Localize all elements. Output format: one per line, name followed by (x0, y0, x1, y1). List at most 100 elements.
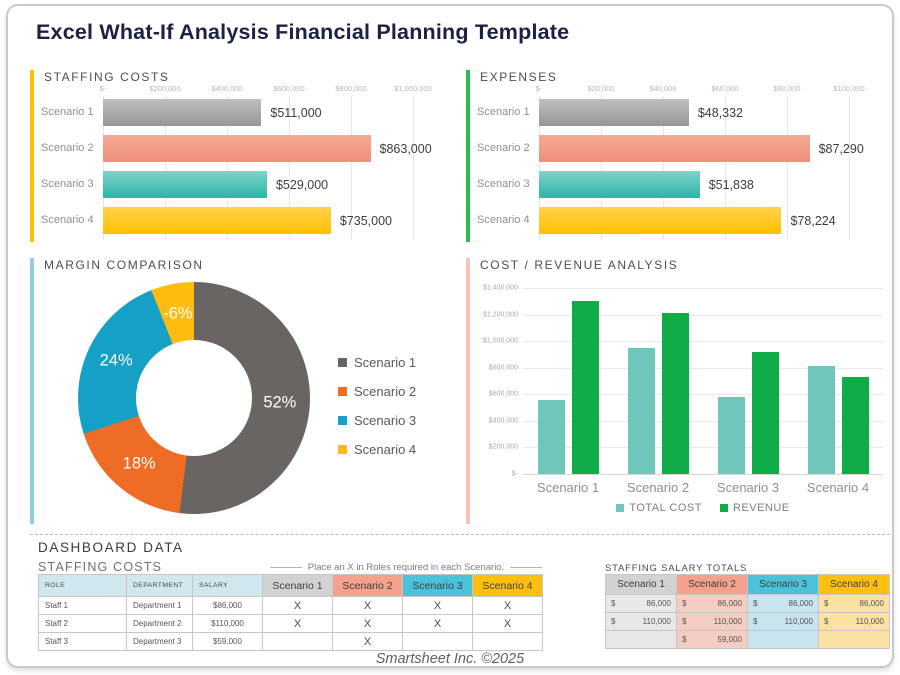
salary-total-cell[interactable]: $110,000 (818, 612, 890, 631)
amount-value: 86,000 (788, 599, 813, 608)
panel-title: EXPENSES (480, 70, 558, 84)
salary-total-cell[interactable] (747, 630, 819, 649)
x-gridline (663, 96, 664, 240)
donut-hole (136, 340, 252, 456)
legend-label: Scenario 2 (354, 384, 417, 399)
y-axis-tick-label: $- (511, 470, 518, 478)
x-category-label: Scenario 1 (536, 480, 600, 495)
scenario-mark-cell[interactable]: X (332, 614, 403, 633)
dashboard-data-heading: DASHBOARD DATA (38, 540, 184, 555)
table-cell[interactable]: $110,000 (192, 614, 263, 633)
column-bar (571, 301, 599, 474)
scenario-mark-cell[interactable]: X (332, 596, 403, 615)
data-bar (539, 207, 781, 234)
x-category-label: Scenario 4 (806, 480, 870, 495)
scenario-mark-cell[interactable]: X (402, 596, 473, 615)
salary-total-cell[interactable]: $86,000 (818, 594, 890, 613)
scenario-mark-cell[interactable] (472, 632, 543, 651)
table-cell[interactable]: Staff 2 (38, 614, 127, 633)
y-axis-tick-label: $200,000 (488, 443, 518, 451)
column-bar (537, 400, 565, 474)
salary-total-cell[interactable]: $110,000 (747, 612, 819, 631)
bar-value-label: $87,290 (818, 142, 864, 156)
scenario-mark-cell[interactable] (262, 632, 333, 651)
table-cell[interactable]: Department 2 (126, 614, 193, 633)
amount-value: 110,000 (642, 617, 671, 626)
legend-swatch-icon (719, 504, 728, 512)
dashboard-card: Excel What-If Analysis Financial Plannin… (6, 4, 894, 668)
y-gridline (523, 447, 883, 449)
donut-slice-label: 18% (122, 454, 156, 473)
x-gridline (539, 96, 540, 240)
salary-total-cell[interactable] (818, 630, 890, 649)
data-bar (103, 171, 267, 198)
legend-item: Scenario 3 (338, 406, 416, 435)
panel-accent-bar (466, 70, 470, 242)
salary-total-cell[interactable]: $86,000 (605, 594, 677, 613)
donut-legend: Scenario 1 Scenario 2 Scenario 3 Scenario 4 (338, 348, 416, 464)
scenario-mark-cell[interactable]: X (262, 596, 333, 615)
currency-symbol: $ (753, 617, 758, 626)
amount-value: 59,000 (717, 635, 742, 644)
table-cell[interactable]: Department 1 (126, 596, 193, 615)
data-bar (539, 99, 689, 126)
salary-total-cell[interactable]: $110,000 (676, 612, 748, 631)
legend-label: Scenario 3 (354, 413, 417, 428)
note-text: Place an X in Roles required in each Sce… (307, 562, 505, 573)
category-label: Scenario 3 (41, 178, 94, 190)
table-row: $59,000 (605, 630, 890, 649)
x-axis-tick-label: $600,000 (273, 84, 305, 93)
category-label: Scenario 2 (477, 142, 530, 154)
table-row: Staff 1 Department 1 $86,000 X X X X (38, 596, 543, 615)
x-axis-tick-label: $1,000,000 (394, 84, 432, 93)
note-line-right (510, 567, 543, 568)
x-gridline (413, 96, 414, 240)
salary-total-cell[interactable] (605, 630, 677, 649)
x-axis-tick-label: $- (535, 84, 543, 93)
x-axis-tick-label: $200,000 (149, 84, 181, 93)
bar-value-label: $529,000 (275, 178, 329, 192)
salary-total-cell[interactable]: $110,000 (605, 612, 677, 631)
amount-value: 110,000 (855, 617, 884, 626)
y-axis-tick-label: $800,000 (488, 364, 518, 372)
cost-revenue-panel: COST / REVENUE ANALYSIS $- $200,000 $400,0… (466, 256, 890, 526)
table-cell[interactable]: Staff 3 (38, 632, 127, 651)
y-axis-tick-label: $1,200,000 (482, 311, 518, 319)
table-row: $110,000 $110,000 $110,000 $110,000 (605, 612, 890, 631)
y-gridline (523, 420, 883, 422)
x-axis-tick-label: $400,000 (211, 84, 243, 93)
table-cell[interactable]: Department 3 (126, 632, 193, 651)
y-gridline (523, 341, 883, 343)
dashed-divider (30, 534, 890, 535)
column-bar (751, 352, 779, 474)
y-gridline (523, 314, 883, 316)
salary-total-cell[interactable]: $86,000 (747, 594, 819, 613)
column-bar (807, 366, 835, 474)
staffing-costs-chart: $- $200,000 $400,000 $600,000 $800,000 $1,000… (30, 68, 454, 244)
table-cell[interactable]: $86,000 (192, 596, 263, 615)
y-gridline (523, 474, 883, 475)
scenario-mark-cell[interactable]: X (332, 632, 403, 651)
salary-total-cell[interactable]: $86,000 (676, 594, 748, 613)
table-header-row: Scenario 1 Scenario 2 Scenario 3 Scenario 4 (605, 574, 890, 595)
scenario-mark-cell[interactable]: X (402, 614, 473, 633)
legend-swatch-icon (338, 416, 347, 425)
bar-value-label: $511,000 (270, 106, 322, 120)
cost-revenue-chart: $- $200,000 $400,000 $600,000 $800,000 $1,000… (466, 256, 890, 526)
staffing-costs-table-title: STAFFING COSTS (38, 560, 163, 574)
data-bar (103, 99, 261, 126)
panel-title: MARGIN COMPARISON (44, 258, 204, 272)
scenario-mark-cell[interactable]: X (472, 614, 543, 633)
column-header: SALARY (192, 574, 263, 597)
salary-total-cell[interactable]: $59,000 (676, 630, 748, 649)
legend-label: Scenario 4 (354, 442, 417, 457)
table-cell[interactable]: Staff 1 (38, 596, 127, 615)
scenario-mark-cell[interactable]: X (262, 614, 333, 633)
scenario-column-header: Scenario 3 (402, 574, 473, 597)
scenario-mark-cell[interactable]: X (472, 596, 543, 615)
table-cell[interactable]: $59,000 (192, 632, 263, 651)
legend-label: Scenario 1 (354, 355, 417, 370)
x-gridline (725, 96, 726, 240)
category-label: Scenario 4 (41, 214, 94, 226)
scenario-mark-cell[interactable] (402, 632, 473, 651)
